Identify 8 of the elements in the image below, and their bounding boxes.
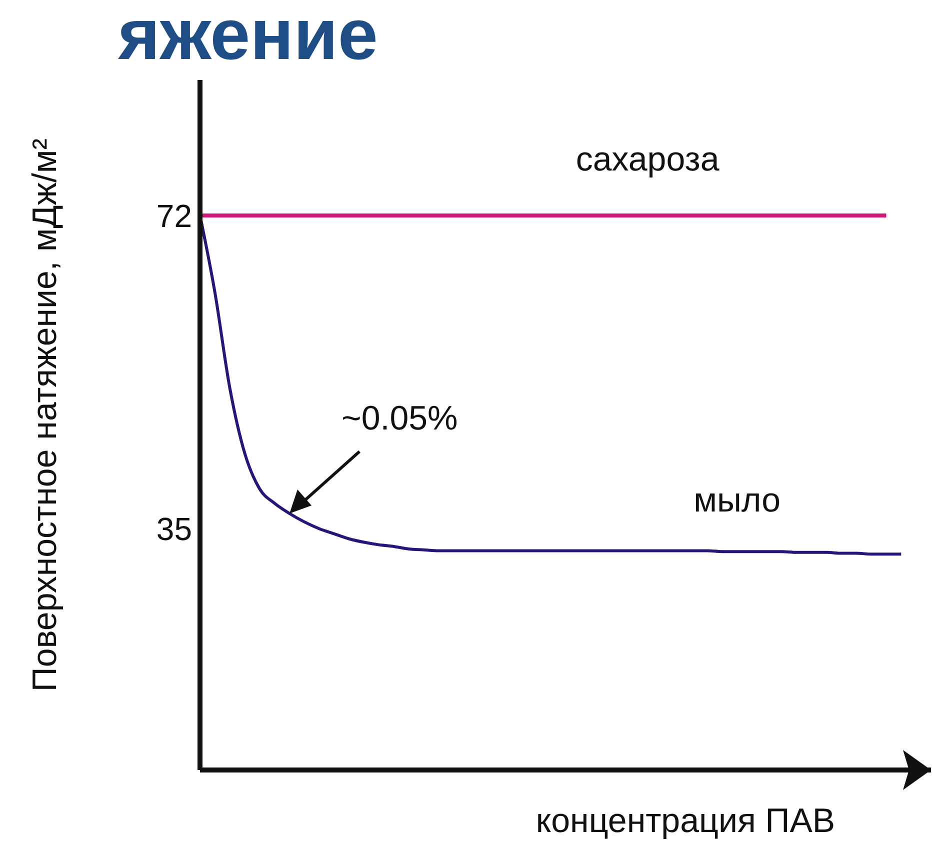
y-tick-label: 72	[156, 198, 192, 234]
x-axis-title: концентрация ПАВ	[536, 802, 836, 840]
series-label: сахароза	[576, 140, 720, 178]
annotation: ~0.05%	[342, 399, 458, 438]
series-label: мыло	[694, 482, 781, 520]
y-tick-label: 35	[156, 511, 192, 548]
y-axis-title: Поверхностное натяжение, мДж/м²	[26, 138, 64, 692]
chart-title: яжение	[118, 7, 378, 76]
